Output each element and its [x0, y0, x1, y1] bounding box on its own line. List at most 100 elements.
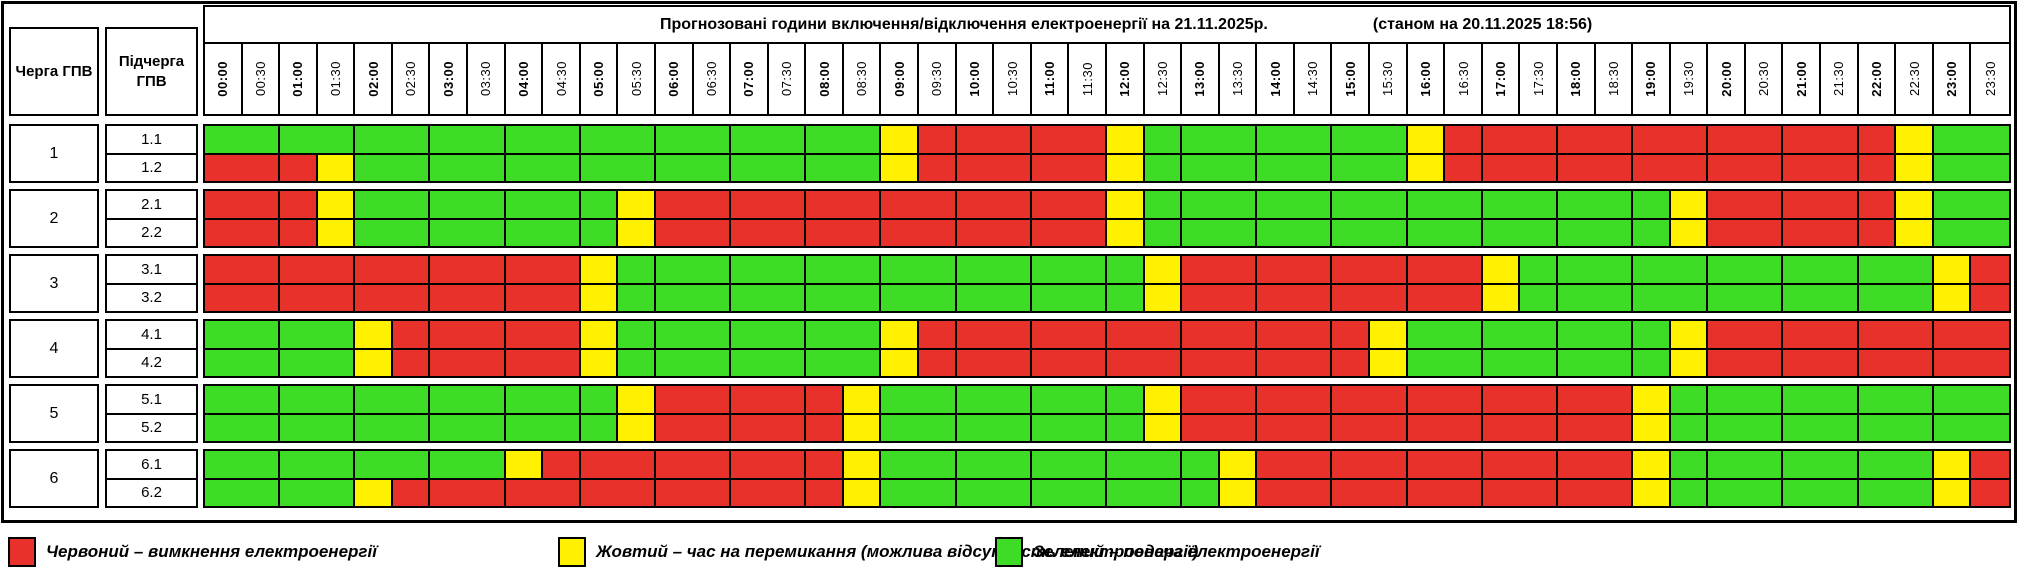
schedule-cell — [1670, 284, 1709, 311]
schedule-cell — [543, 154, 581, 181]
schedule-cell — [205, 256, 243, 283]
schedule-cell — [1332, 284, 1371, 311]
schedule-cell — [1971, 386, 2009, 413]
queue-number: 2 — [9, 189, 99, 248]
schedule-cell — [468, 154, 506, 181]
schedule-cell — [1520, 321, 1558, 348]
schedule-cell — [1069, 191, 1107, 218]
schedule-cell — [1445, 451, 1483, 478]
schedule-cell — [1520, 154, 1558, 181]
schedule-cell — [731, 219, 769, 246]
schedule-cell — [1633, 154, 1671, 181]
schedule-cell — [1219, 126, 1258, 153]
schedule-cell — [956, 386, 995, 413]
legend-item-red: Червоний – вимкнення електроенергії — [8, 537, 377, 567]
time-slot: 07:00 — [731, 44, 769, 114]
schedule-cell — [317, 414, 356, 441]
schedule-cell — [1106, 154, 1145, 181]
schedule-cell — [392, 191, 431, 218]
schedule-cell — [1106, 414, 1145, 441]
time-slot: 13:30 — [1220, 44, 1258, 114]
schedule-cell — [280, 154, 318, 181]
schedule-cell — [1708, 256, 1746, 283]
legend-green-label: Зелений – подача електроенергії — [1033, 542, 1320, 561]
schedule-cell — [1633, 126, 1671, 153]
schedule-cell — [242, 191, 281, 218]
schedule-cell — [1106, 479, 1145, 506]
schedule-cell — [1144, 256, 1183, 283]
schedule-cell — [806, 479, 844, 506]
schedule-cell — [1557, 284, 1596, 311]
schedule-cell — [1407, 386, 1446, 413]
time-slot: 10:00 — [957, 44, 995, 114]
schedule-cell — [618, 219, 656, 246]
schedule-cell — [1482, 191, 1521, 218]
schedule-cell — [580, 284, 619, 311]
schedule-cell — [430, 256, 469, 283]
schedule-cell — [843, 154, 882, 181]
schedule-cell — [731, 414, 769, 441]
schedule-cell — [1144, 414, 1183, 441]
schedule-cell — [1595, 451, 1634, 478]
schedule-cell — [392, 154, 431, 181]
schedule-cell — [956, 219, 995, 246]
schedule-cell — [1031, 321, 1070, 348]
queue-number: 6 — [9, 449, 99, 508]
time-slot: 01:30 — [318, 44, 356, 114]
schedule-cell — [1144, 479, 1183, 506]
schedule-cell — [1294, 256, 1333, 283]
schedule-cell — [1821, 256, 1859, 283]
schedule-row — [205, 321, 2009, 350]
schedule-cell — [543, 386, 581, 413]
subqueue-labels: 2.1 2.2 — [105, 189, 198, 248]
schedule-cell — [1670, 451, 1709, 478]
schedule-cell — [1595, 386, 1634, 413]
schedule-cell — [1482, 154, 1521, 181]
time-slot-label: 14:00 — [1267, 61, 1283, 97]
schedule-cell — [505, 191, 544, 218]
schedule-cell — [1482, 414, 1521, 441]
schedule-cell — [1971, 451, 2009, 478]
subqueue-label: 6.1 — [107, 451, 196, 480]
schedule-cell — [543, 219, 581, 246]
queue-group: 2 2.1 2.2 — [9, 189, 2011, 248]
schedule-cell — [768, 256, 807, 283]
schedule-cell — [843, 349, 882, 376]
schedule-cell — [580, 126, 619, 153]
schedule-cell — [242, 479, 281, 506]
schedule-cell — [919, 154, 957, 181]
schedule-cell — [1332, 349, 1371, 376]
time-slot-label: 05:00 — [591, 61, 607, 97]
schedule-cell — [618, 321, 656, 348]
schedule-cell — [1370, 256, 1408, 283]
schedule-cell — [1219, 256, 1258, 283]
schedule-cell — [355, 321, 393, 348]
schedule-cell — [317, 321, 356, 348]
schedule-cell — [1031, 349, 1070, 376]
schedule-cell — [1858, 321, 1897, 348]
schedule-cell — [580, 386, 619, 413]
schedule-cell — [1144, 126, 1183, 153]
schedule-cell — [355, 479, 393, 506]
schedule-cell — [1971, 154, 2009, 181]
schedule-cell — [1896, 414, 1934, 441]
schedule-cell — [1896, 126, 1934, 153]
schedule-cell — [618, 126, 656, 153]
schedule-cell — [505, 219, 544, 246]
schedule-cell — [1445, 349, 1483, 376]
schedule-cell — [1219, 154, 1258, 181]
schedule-cell — [806, 321, 844, 348]
schedule-cell — [280, 219, 318, 246]
schedule-cell — [994, 126, 1032, 153]
schedule-cell — [1332, 386, 1371, 413]
schedule-cell — [1708, 126, 1746, 153]
schedule-cell — [1407, 256, 1446, 283]
schedule-cell — [205, 349, 243, 376]
time-slot: 06:00 — [656, 44, 694, 114]
schedule-cell — [618, 256, 656, 283]
schedule-cell — [205, 321, 243, 348]
schedule-cell — [655, 349, 694, 376]
schedule-cell — [919, 479, 957, 506]
schedule-cell — [1031, 284, 1070, 311]
schedule-cell — [1482, 256, 1521, 283]
